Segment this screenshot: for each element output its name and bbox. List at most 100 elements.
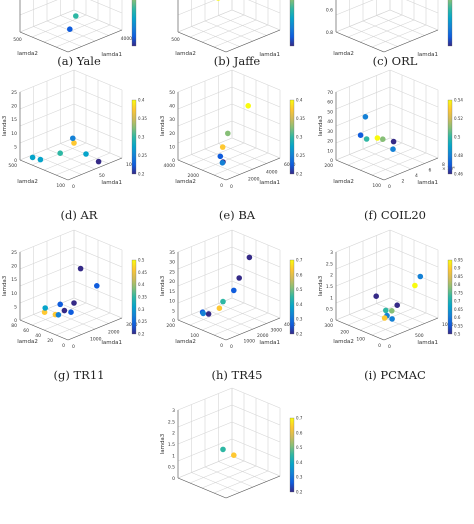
colorbar (447, 0, 453, 47)
data-point (236, 275, 242, 281)
caption-1: (a) Yale (57, 54, 101, 68)
grid-line (376, 143, 425, 164)
colorbar (289, 0, 295, 47)
grid-line (231, 246, 281, 268)
data-point (83, 151, 89, 157)
x-tick-label: 6000 (284, 162, 296, 168)
x-axis-line (225, 157, 281, 181)
y-tick-label: 500 (13, 37, 22, 43)
scatter3d-chart-10: 0 0.5 1 1.5 2 2.5 3 lamda3 0.2 0.3 0.4 0.5 0.6 0.7 (160, 387, 303, 499)
z-tick-label: 1.5 (326, 284, 333, 290)
y-axis-label: lamda2 (175, 179, 196, 185)
data-point (390, 146, 396, 152)
grid-line (231, 404, 281, 426)
grid-line (201, 19, 257, 43)
z-tick-label: 25 (11, 250, 17, 256)
data-point (389, 316, 395, 322)
data-point (68, 309, 74, 315)
z-tick-label: 5 (172, 308, 175, 314)
grid-line (218, 15, 267, 36)
grid-line (389, 9, 439, 31)
data-point (412, 282, 418, 289)
scatter3d-chart-9: 05001000010020030000.511.522.53lamda1lam… (318, 229, 463, 350)
x-axis-line (225, 29, 281, 53)
z-tick-label: 0 (330, 318, 333, 324)
grid-line (335, 103, 391, 127)
z-axis-label: lamda3 (318, 115, 324, 136)
z-tick-label: 60 (327, 100, 333, 106)
y-axis-label: lamda2 (333, 51, 354, 57)
colorbar-tick-label: 0.3 (138, 307, 145, 312)
colorbar-tick-label: 0.4 (138, 98, 145, 103)
grid-line (177, 387, 233, 411)
x-tick-label: 0 (388, 344, 391, 350)
grid-line (19, 9, 75, 33)
grid-line (231, 69, 281, 91)
y-tick-label: 100 (356, 336, 365, 342)
y-axis-label: lamda2 (17, 51, 38, 57)
data-point (94, 283, 100, 289)
colorbar-tick-label: 0.4 (296, 98, 303, 103)
y-tick-label: 300 (324, 323, 333, 329)
y-axis-label: lamda2 (17, 179, 38, 185)
data-point (67, 26, 73, 32)
colorbar-tick-label: 0.75 (454, 290, 463, 295)
x-tick-label: 4000 (121, 36, 133, 42)
grid-line (335, 297, 391, 321)
colorbar-tick-label: 0.5 (138, 258, 145, 263)
axes-box (177, 229, 281, 341)
data-point (225, 130, 231, 137)
x-tick-label: 3000 (126, 322, 138, 328)
x-tick-label: 1000 (442, 322, 454, 328)
grid-line (347, 302, 403, 326)
z-tick-label: 30 (169, 117, 175, 123)
caption-7: (g) TR11 (53, 368, 105, 382)
colorbar-tick-label: 0.5 (296, 445, 303, 450)
colorbar-tick-label: 0.46 (454, 172, 463, 177)
z-tick-label: 0 (14, 318, 17, 324)
grid-line (177, 229, 233, 253)
axes-box (177, 69, 281, 181)
x-tick-label: 1000 (90, 337, 102, 343)
y-tick-label: 60 (23, 328, 29, 334)
data-point (77, 265, 84, 272)
grid-line (43, 307, 99, 331)
x-axis-line (383, 157, 439, 181)
z-tick-label: 0 (14, 158, 17, 164)
colorbar (131, 99, 137, 175)
axes-box (19, 0, 123, 53)
x-tick-label: 2000 (108, 329, 120, 335)
y-axis-label: lamda2 (333, 179, 354, 185)
colorbar-tick-label: 0.85 (454, 274, 463, 279)
figure-grid: 40005006lamda1lamda2500lamda1lamda20.80.… (2, 0, 463, 499)
colorbar-tick-label: 0.4 (296, 460, 303, 465)
scatter3d-chart-2: 500 lamda1 lamda2 (171, 0, 295, 58)
grid-line (189, 14, 245, 38)
grid-line (177, 137, 233, 161)
colorbar-tick-label: 0.9 (454, 266, 461, 271)
caption-5: (e) BA (218, 208, 256, 222)
z-tick-label: 1.5 (168, 442, 175, 448)
z-tick-label: 20 (11, 104, 17, 110)
z-axis-label: lamda3 (160, 275, 166, 296)
z-tick-label: 50 (169, 90, 175, 96)
colorbar-tick-label: 0.2 (296, 172, 303, 177)
data-point (373, 293, 379, 299)
grid-line (177, 263, 233, 287)
y-tick-label: 200 (166, 323, 175, 329)
colorbar-tick-label: 0.55 (454, 323, 463, 328)
caption-4: (d) AR (60, 208, 98, 222)
grid-line (73, 86, 123, 108)
y-axis-line (19, 319, 69, 341)
x-axis-line (67, 157, 123, 181)
colorbar-tick-label: 0.6 (454, 315, 461, 320)
grid-line (231, 421, 281, 443)
z-tick-label: 35 (169, 250, 175, 256)
z-tick-label: 20 (11, 264, 17, 270)
grid-line (389, 246, 439, 268)
y-axis-label: lamda2 (175, 51, 196, 57)
scatter3d-chart-4: 0501001005000510152025lamda1lamda2lamda3… (2, 69, 147, 190)
grid-line (231, 263, 281, 285)
axes-box (19, 229, 123, 341)
colorbar-tick-label: 0.3 (296, 135, 303, 140)
